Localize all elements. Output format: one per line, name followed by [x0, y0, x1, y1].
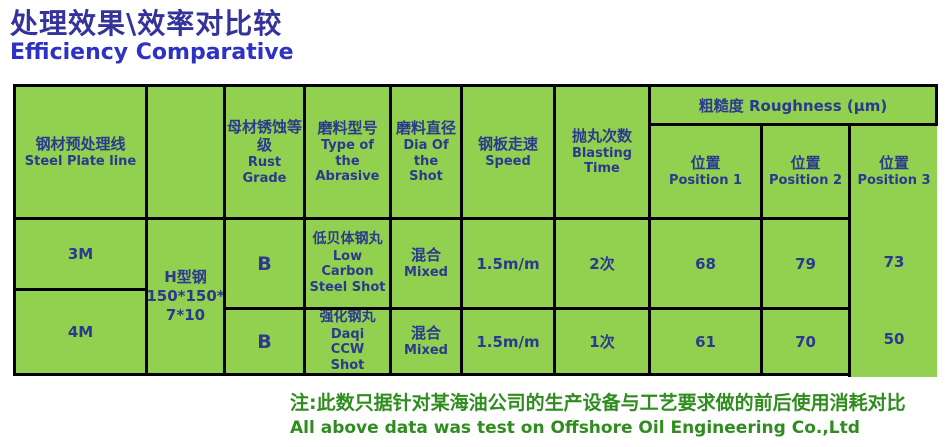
cell-merged-h-beam: H型钢 150*150* 7*10 — [145, 217, 226, 376]
header-position-2: 位置 Position 2 — [760, 123, 851, 220]
header-roughness: 粗糙度 Roughness (μm) — [648, 84, 938, 126]
cell-row1-abrasive-en: Low Carbon Steel Shot — [309, 248, 386, 296]
cell-row2-abrasive: 强化钢丸 Daqi CCW Shot — [303, 307, 392, 376]
header-shot-dia-zh: 磨料直径 — [395, 119, 456, 138]
cell-row2-blasting-value: 1次 — [589, 333, 615, 351]
cell-row1-position2: 79 — [760, 217, 851, 310]
column-position-3: 位置 Position 3 73 50 — [848, 123, 937, 377]
header-steel-plate-line-zh: 钢材预处理线 — [35, 134, 126, 153]
header-shot-dia-en: Dia Of the Shot — [403, 137, 449, 185]
cell-row2-dia: 混合 Mixed — [389, 307, 463, 376]
cell-row2-rust-value: B — [257, 330, 272, 353]
cell-merged-h-beam-line1: H型钢 — [164, 268, 207, 287]
header-empty — [145, 84, 226, 220]
cell-row1-abrasive-zh: 低贝体钢丸 — [312, 231, 383, 248]
header-steel-plate-line-en: Steel Plate line — [24, 153, 137, 169]
cell-row1-dia: 混合 Mixed — [389, 217, 463, 310]
cell-row1-line-value: 3M — [67, 245, 94, 263]
cell-row1-position1: 68 — [648, 217, 763, 310]
header-position-3-zh: 位置 — [878, 154, 909, 173]
cell-row1-position1-value: 68 — [695, 254, 716, 273]
cell-row2-position3: 50 — [883, 329, 905, 348]
cell-row2-dia-zh: 混合 — [410, 324, 441, 343]
header-roughness-zh: 粗糙度 — [698, 96, 744, 115]
header-abrasive-type-en: Type of the Abrasive — [315, 137, 380, 185]
cell-row1-abrasive: 低贝体钢丸 Low Carbon Steel Shot — [303, 217, 392, 310]
cell-row2-position1: 61 — [648, 307, 763, 376]
cell-merged-h-beam-line2: 150*150* — [146, 287, 225, 306]
page-title: 处理效果\效率对比较 — [10, 7, 283, 40]
header-blasting-time: 抛丸次数 Blasting Time — [553, 84, 651, 220]
cell-row2-rust: B — [223, 307, 306, 376]
cell-merged-h-beam-line3: 7*10 — [165, 305, 206, 324]
header-position-2-zh: 位置 — [790, 154, 821, 173]
cell-row1-line: 3M — [13, 217, 148, 291]
page-subtitle: Efficiency Comparative — [10, 40, 294, 65]
cell-row2-abrasive-zh: 强化钢丸 — [319, 309, 376, 326]
cell-row1-dia-en: Mixed — [404, 265, 448, 281]
header-position-3: 位置 Position 3 — [851, 126, 937, 217]
cell-row2-speed-value: 1.5m/m — [476, 332, 540, 351]
footer-note: 注:此数只据针对某海油公司的生产设备与工艺要求做的前后使用消耗对比 All ab… — [290, 390, 906, 440]
header-position-1-zh: 位置 — [690, 154, 721, 173]
header-roughness-label: 粗糙度 Roughness (μm) — [699, 95, 888, 116]
cell-row2-speed: 1.5m/m — [460, 307, 556, 376]
header-speed-zh: 钢板走速 — [477, 134, 538, 153]
cell-row2-line: 4M — [13, 288, 148, 376]
cell-row1-speed: 1.5m/m — [460, 217, 556, 310]
header-position-1: 位置 Position 1 — [648, 123, 763, 220]
cell-row1-rust-value: B — [257, 252, 272, 275]
cell-row1-blasting-value: 2次 — [589, 255, 615, 273]
cell-row2-abrasive-en: Daqi CCW Shot — [330, 326, 365, 374]
cell-row1-position2-value: 79 — [795, 254, 816, 273]
header-abrasive-type: 磨料型号 Type of the Abrasive — [303, 84, 392, 220]
header-position-2-en: Position 2 — [768, 173, 843, 189]
header-speed-en: Speed — [485, 153, 531, 169]
cell-row2-position2-value: 70 — [795, 332, 816, 351]
header-position-1-en: Position 1 — [668, 173, 743, 189]
header-rust-grade-en: Rust Grade — [242, 155, 287, 186]
header-steel-plate-line: 钢材预处理线 Steel Plate line — [13, 84, 148, 220]
cell-row1-dia-zh: 混合 — [410, 246, 441, 265]
cell-row1-blasting: 2次 — [553, 217, 651, 310]
cell-row2-position1-value: 61 — [695, 332, 716, 351]
cell-row2-position2: 70 — [760, 307, 851, 376]
header-abrasive-type-zh: 磨料型号 — [317, 119, 378, 138]
cell-row1-position3: 73 — [883, 253, 905, 271]
header-roughness-en: Roughness (μm) — [748, 96, 888, 115]
header-shot-dia: 磨料直径 Dia Of the Shot — [389, 84, 463, 220]
header-position-3-en: Position 3 — [857, 173, 931, 189]
header-rust-grade: 母材锈蚀等级 Rust Grade — [223, 84, 306, 220]
header-blasting-time-zh: 抛丸次数 — [571, 127, 632, 146]
cell-row2-line-value: 4M — [67, 323, 94, 341]
header-rust-grade-zh: 母材锈蚀等级 — [226, 117, 302, 155]
cell-row1-speed-value: 1.5m/m — [476, 254, 540, 273]
footer-note-zh: 注:此数只据针对某海油公司的生产设备与工艺要求做的前后使用消耗对比 — [290, 392, 906, 414]
header-speed: 钢板走速 Speed — [460, 84, 556, 220]
footer-note-en: All above data was test on Offshore Oil … — [290, 418, 860, 438]
cell-row2-blasting: 1次 — [553, 307, 651, 376]
cell-row2-dia-en: Mixed — [404, 343, 448, 359]
header-blasting-time-en: Blasting Time — [571, 145, 633, 177]
cell-row1-rust: B — [223, 217, 306, 310]
